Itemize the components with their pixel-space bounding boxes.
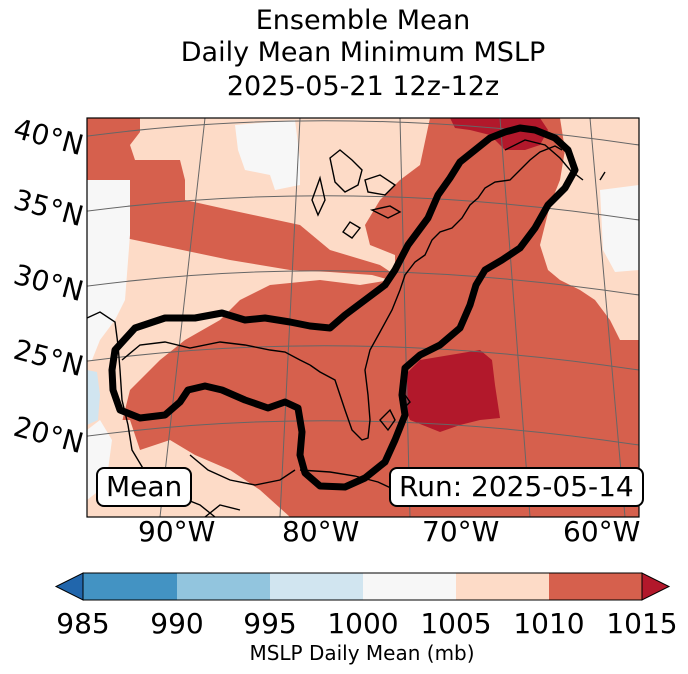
graticule bbox=[87, 118, 639, 517]
map-area bbox=[87, 118, 639, 517]
title-line-1: Ensemble Mean bbox=[255, 5, 471, 36]
colorbar-tick-1015: 1015 bbox=[606, 607, 677, 640]
colorbar-tick-1005: 1005 bbox=[420, 607, 491, 640]
mslp-1000-1005-patch-north bbox=[235, 120, 300, 190]
colorbar: 985 990 995 1000 1005 1010 1015 MSLP Dai… bbox=[54, 572, 678, 665]
title-line-3: 2025-05-21 12z-12z bbox=[226, 71, 500, 102]
colorbar-segment-1000-1005 bbox=[363, 573, 456, 600]
colorbar-extend-low bbox=[54, 572, 84, 601]
colorbar-tick-985: 985 bbox=[56, 607, 109, 640]
colorbar-segment-995-1000 bbox=[270, 573, 363, 600]
colorbar-tick-1010: 1010 bbox=[513, 607, 584, 640]
lat-label-20n: 20°N bbox=[10, 410, 87, 460]
colorbar-tick-990: 990 bbox=[150, 607, 203, 640]
colorbar-segment-990-995 bbox=[177, 573, 270, 600]
mslp-1005-1010-region-east bbox=[540, 118, 639, 340]
mean-badge: Mean bbox=[96, 467, 193, 507]
lat-label-35n: 35°N bbox=[10, 183, 87, 233]
colorbar-segment-1010-1015 bbox=[549, 573, 642, 600]
colorbar-segment-985-990 bbox=[83, 573, 177, 600]
lat-label-40n: 40°N bbox=[10, 112, 87, 162]
colorbar-tick-995: 995 bbox=[243, 607, 296, 640]
lon-label-60w: 60°W bbox=[563, 515, 640, 548]
mslp-995-1000-patch bbox=[87, 370, 100, 425]
colorbar-tick-1000: 1000 bbox=[327, 607, 398, 640]
lon-label-80w: 80°W bbox=[282, 515, 359, 548]
lon-label-70w: 70°W bbox=[422, 515, 499, 548]
colorbar-segment-1005-1010 bbox=[456, 573, 549, 600]
colorbar-extend-high bbox=[641, 572, 671, 601]
ensemble-outline-contour bbox=[108, 124, 579, 491]
title-line-2: Daily Mean Minimum MSLP bbox=[180, 37, 546, 68]
lat-label-25n: 25°N bbox=[10, 333, 87, 383]
map-frame bbox=[86, 117, 640, 518]
mslp-1000-1005-patch-east bbox=[600, 185, 639, 272]
mslp-1000-1005-patch-west bbox=[87, 180, 130, 360]
run-date-badge: Run: 2025-05-14 bbox=[389, 467, 644, 507]
colorbar-label: MSLP Daily Mean (mb) bbox=[249, 641, 474, 665]
mslp-above-1015-high-atlantic bbox=[400, 350, 500, 432]
lon-label-90w: 90°W bbox=[138, 515, 215, 548]
mslp-1000-1005-patch-southwest bbox=[87, 420, 112, 500]
colorbar-frame bbox=[82, 572, 643, 601]
mslp-1005-1010-region-west-lower bbox=[87, 230, 390, 517]
lat-label-30n: 30°N bbox=[10, 258, 87, 308]
